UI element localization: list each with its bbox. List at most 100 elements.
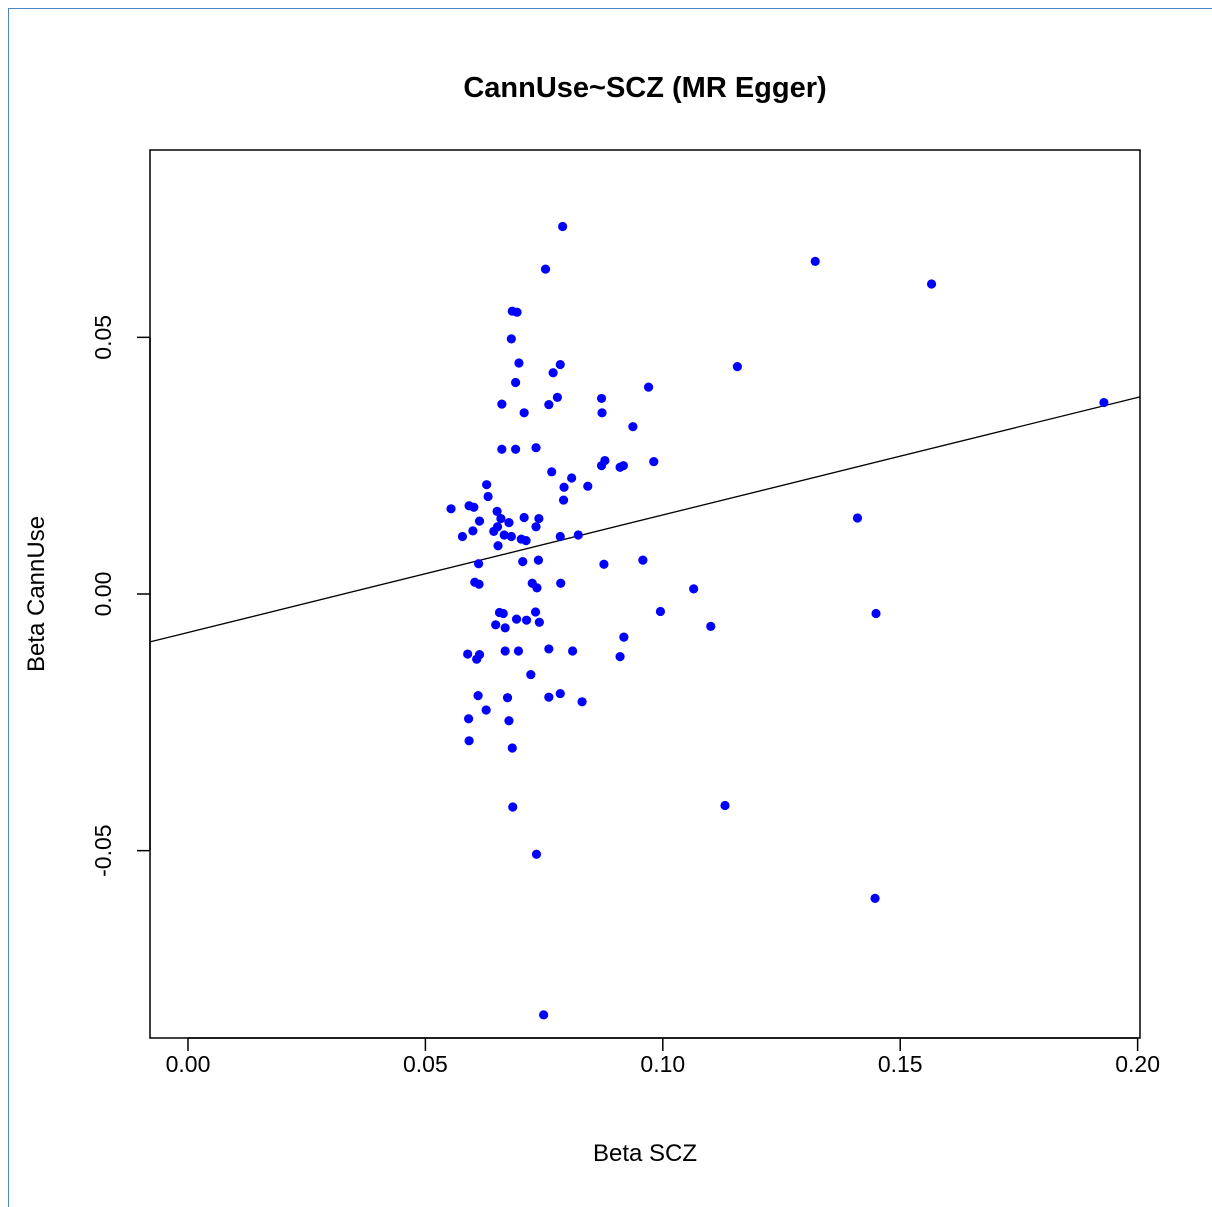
data-point	[599, 559, 609, 569]
data-point	[473, 691, 483, 701]
data-point	[513, 646, 524, 656]
data-point	[547, 467, 557, 477]
data-point	[559, 482, 569, 492]
data-point	[497, 444, 507, 454]
data-point	[540, 264, 551, 274]
y-tick-label: -0.05	[90, 824, 116, 876]
data-point	[567, 646, 578, 656]
data-point	[732, 362, 742, 372]
data-point	[558, 495, 569, 505]
data-point	[500, 623, 510, 633]
data-point	[514, 358, 524, 368]
data-point	[555, 359, 565, 370]
data-point	[526, 669, 536, 680]
data-point	[482, 480, 492, 490]
data-point	[544, 692, 554, 702]
data-point	[506, 531, 516, 542]
plot-box	[149, 149, 1141, 1039]
data-point	[596, 393, 607, 404]
data-point	[720, 800, 730, 811]
x-tick-label: 0.20	[1115, 1051, 1160, 1077]
data-point	[530, 607, 541, 617]
data-point	[519, 408, 529, 418]
data-point	[548, 368, 558, 378]
data-point	[552, 392, 562, 403]
data-point	[555, 688, 565, 699]
data-point	[481, 705, 491, 715]
data-point	[556, 578, 566, 588]
data-point	[474, 516, 485, 526]
data-point	[502, 693, 513, 703]
regression-line	[149, 396, 1141, 643]
data-point	[596, 461, 607, 471]
x-axis-label: Beta SCZ	[593, 1140, 697, 1167]
data-point	[567, 473, 577, 483]
data-point	[463, 649, 473, 659]
data-point	[597, 408, 607, 418]
data-point	[870, 893, 880, 903]
y-tick-label: 0.00	[90, 572, 116, 617]
data-point	[539, 1010, 549, 1020]
data-point	[474, 579, 484, 589]
data-point	[544, 644, 554, 654]
data-point	[518, 557, 528, 567]
data-point	[492, 506, 502, 516]
data-point	[583, 481, 593, 491]
data-point	[464, 736, 474, 746]
data-point	[497, 399, 507, 409]
data-point	[507, 743, 517, 753]
data-point	[491, 620, 501, 630]
data-points	[446, 221, 1109, 1020]
regression-line-group	[149, 396, 1141, 643]
data-point	[519, 512, 529, 523]
x-tick-label: 0.15	[878, 1051, 923, 1077]
data-point	[533, 555, 544, 565]
data-point	[504, 716, 514, 726]
data-point	[446, 504, 456, 514]
data-point	[489, 526, 499, 536]
data-point	[511, 614, 522, 624]
x-axis: 0.00 0.05 0.10 0.15 0.20	[166, 1037, 1160, 1077]
data-point	[689, 584, 699, 594]
data-point	[511, 444, 521, 454]
data-point	[531, 522, 541, 532]
data-point	[926, 279, 937, 289]
data-point	[521, 536, 531, 546]
data-point	[468, 526, 478, 536]
data-point	[521, 615, 532, 625]
x-tick-label: 0.10	[640, 1051, 685, 1077]
data-point	[506, 334, 516, 344]
data-point	[706, 621, 716, 631]
data-point	[473, 559, 484, 569]
data-point	[493, 541, 503, 551]
data-point	[558, 221, 568, 232]
data-point	[508, 802, 518, 812]
data-point	[852, 513, 863, 523]
data-point	[532, 583, 542, 593]
data-point	[500, 646, 510, 656]
y-tick-label: 0.05	[90, 315, 116, 360]
data-point	[615, 462, 625, 472]
data-point	[638, 555, 648, 565]
data-point	[577, 697, 587, 707]
data-point	[649, 456, 659, 467]
data-point	[531, 443, 541, 453]
data-point	[534, 617, 544, 627]
data-point	[499, 530, 509, 540]
data-point	[469, 502, 479, 512]
data-point	[810, 256, 820, 266]
data-point	[643, 382, 654, 392]
plot-window	[8, 8, 1212, 1207]
plot-area	[149, 149, 1141, 1039]
data-point	[573, 530, 583, 540]
data-point	[871, 608, 881, 619]
chart-title: CannUse~SCZ (MR Egger)	[463, 72, 826, 104]
data-point	[496, 513, 506, 524]
x-tick-label: 0.00	[166, 1051, 211, 1077]
data-point	[512, 307, 522, 317]
data-point	[544, 399, 554, 410]
data-point	[504, 518, 514, 528]
y-axis-label: Beta CannUse	[23, 516, 50, 672]
x-tick-label: 0.05	[403, 1051, 448, 1077]
